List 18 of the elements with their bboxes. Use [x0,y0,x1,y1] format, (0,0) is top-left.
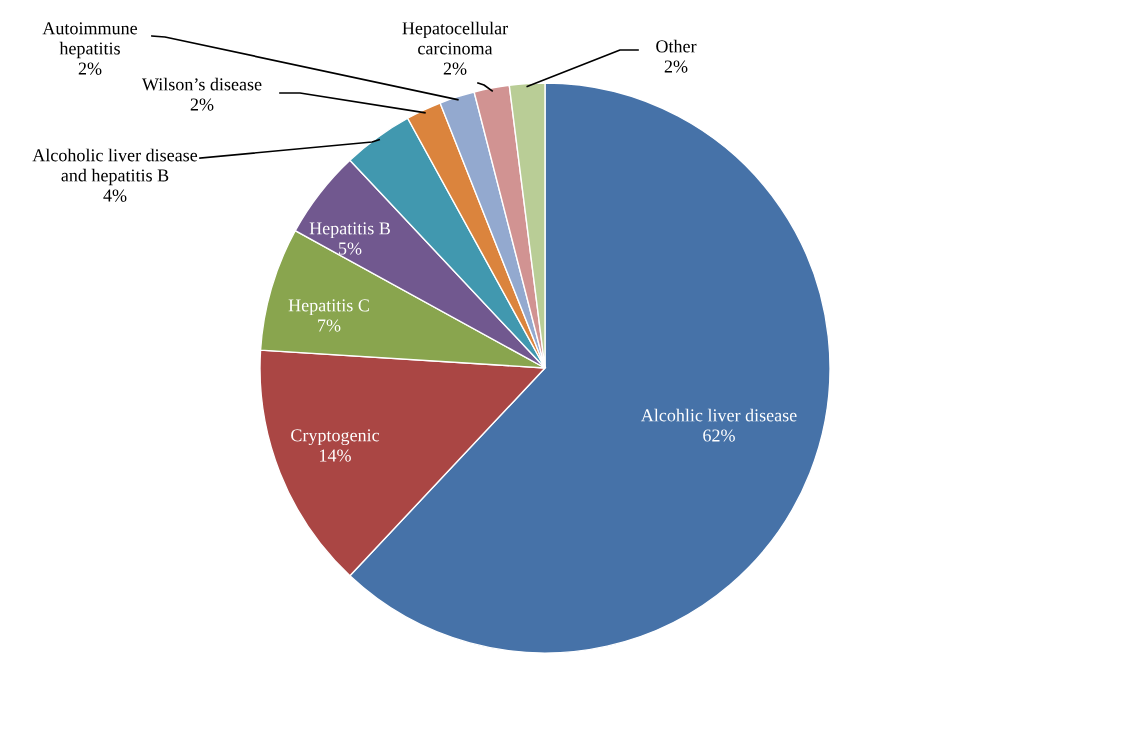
slice-label: Cryptogenic [291,429,380,446]
data-label: 4% [103,189,127,202]
slice-label: Autoimmune hepatitis [42,22,138,59]
slice-label: Hepatocellular carcinoma [402,21,508,55]
slice-label: Other [656,39,697,53]
slice-label: Hepatitis B [309,222,390,239]
data-label: 62% [703,429,735,442]
data-label: 2% [664,60,688,73]
data-label: 2% [78,62,102,75]
data-label: 2% [443,62,467,75]
slice-label: Wilson’s disease [141,77,262,91]
slice-label: Alcoholic liver disease and hepatitis B [32,148,198,186]
data-label: 14% [320,449,351,462]
data-label: 5% [339,242,362,255]
data-label: 7% [318,319,341,332]
slice-label: Hepatitis C [288,299,369,316]
slice-label: Alcohlic liver disease [640,408,797,422]
data-label: 2% [190,98,214,111]
